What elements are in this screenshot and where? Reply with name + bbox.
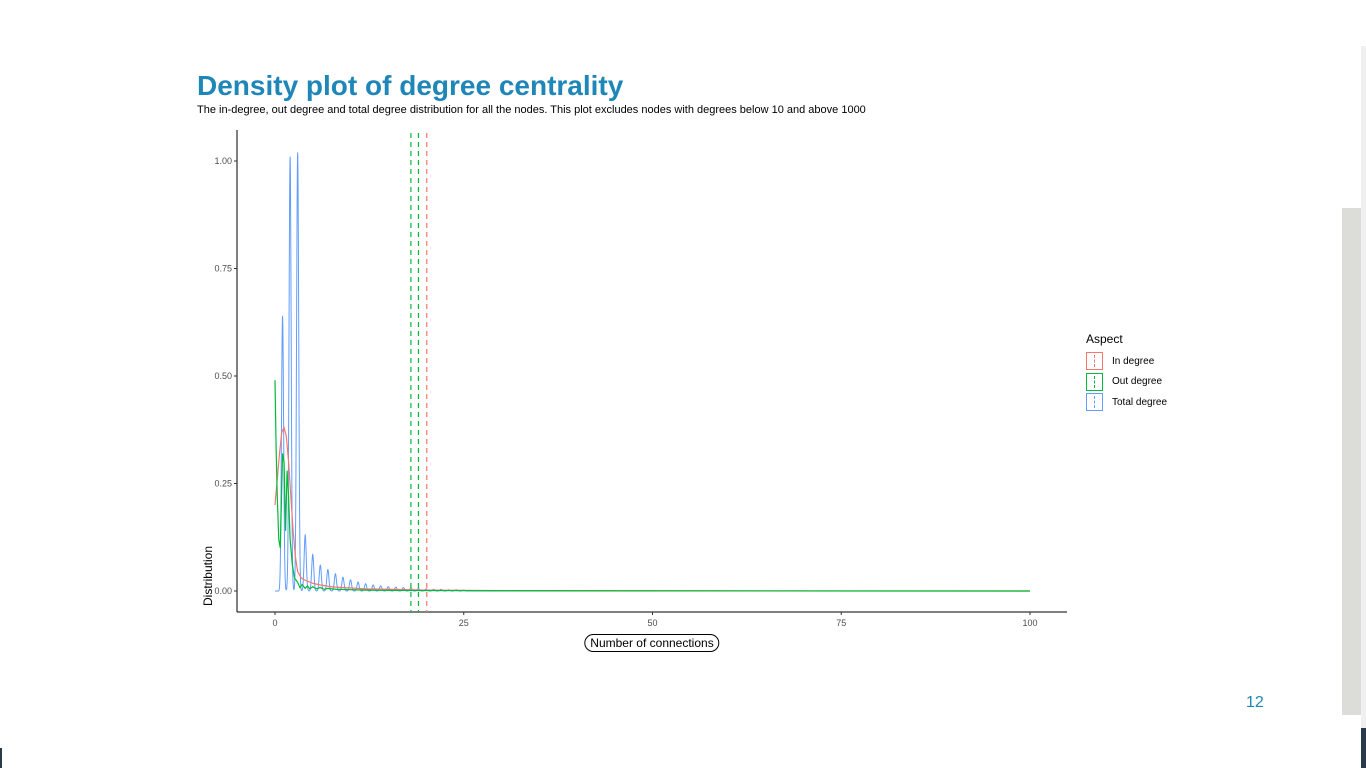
series-line-out-degree (274, 380, 1031, 592)
x-tick-label: 100 (1022, 618, 1037, 628)
page-number: 12 (1246, 694, 1264, 711)
y-tick-label: 1.00 (214, 156, 232, 166)
legend-key-in-degree (1086, 352, 1103, 371)
x-tick-label: 0 (272, 618, 277, 628)
window-edge (1361, 46, 1366, 768)
series-lines (274, 152, 1031, 592)
chart-subtitle: The in-degree, out degree and total degr… (197, 104, 866, 116)
y-axis-label: Distribution (201, 545, 215, 607)
legend-label: In degree (1112, 355, 1155, 367)
series-line-total-degree (275, 152, 1030, 592)
vertical-scrollbar[interactable] (1342, 208, 1362, 715)
mean-lines (410, 133, 428, 612)
y-tick-label: 0.50 (214, 371, 232, 381)
legend-title: Aspect (1086, 332, 1123, 346)
window-edge (0, 748, 2, 768)
window-edge (1361, 728, 1366, 768)
legend-label: Out degree (1112, 376, 1163, 388)
chart-title: Density plot of degree centrality (197, 70, 624, 101)
legend-item-in-degree: In degree (1086, 351, 1167, 372)
series-line-in-degree (274, 425, 1031, 592)
legend-item-total-degree: Total degree (1086, 392, 1167, 413)
axes: 0.00 0.25 0.50 0.75 1.00 0 25 50 75 100 (214, 130, 1067, 628)
x-axis-label: Number of connections (584, 634, 720, 652)
legend-key-total-degree (1086, 393, 1103, 412)
x-tick-label: 50 (647, 618, 657, 628)
legend-label: Total degree (1112, 396, 1168, 408)
x-tick-label: 25 (459, 618, 469, 628)
y-tick-label: 0.00 (214, 586, 232, 596)
x-tick-label: 75 (836, 618, 846, 628)
legend-key-out-degree (1086, 372, 1103, 391)
y-tick-label: 0.25 (214, 479, 232, 489)
legend-item-out-degree: Out degree (1086, 372, 1167, 393)
legend: Aspect In degree Out degree Total degree (1086, 332, 1167, 413)
y-tick-label: 0.75 (214, 264, 232, 274)
